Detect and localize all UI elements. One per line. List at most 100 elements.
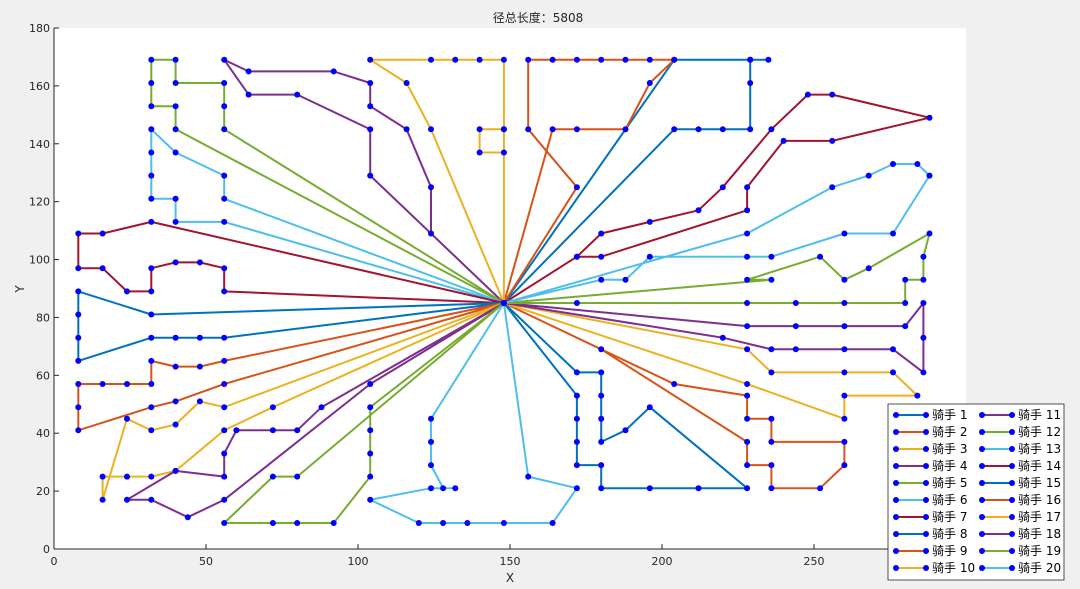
route-point xyxy=(598,56,605,63)
legend-marker xyxy=(893,565,899,571)
route-point xyxy=(719,126,726,133)
legend-item: 骑手 16 xyxy=(979,493,1061,507)
route-point xyxy=(768,126,775,133)
legend-label: 骑手 8 xyxy=(932,527,967,541)
x-tick-label: 200 xyxy=(652,555,673,568)
legend-label: 骑手 6 xyxy=(932,493,967,507)
route-point xyxy=(75,404,82,411)
route-point xyxy=(196,259,203,266)
route-point xyxy=(744,346,751,353)
route-point xyxy=(744,415,751,422)
legend-marker xyxy=(1009,412,1015,418)
legend-marker xyxy=(1009,531,1015,537)
route-point xyxy=(549,520,556,526)
route-point xyxy=(428,56,434,63)
route-point xyxy=(172,363,179,370)
route-point xyxy=(294,520,301,526)
route-point xyxy=(747,56,754,63)
route-point xyxy=(269,404,276,411)
route-point xyxy=(367,126,374,133)
route-point xyxy=(817,253,824,260)
route-line-19 xyxy=(503,232,931,304)
route-point xyxy=(890,230,896,237)
route-point xyxy=(890,161,896,167)
route-point xyxy=(598,276,605,283)
route-lines xyxy=(75,56,933,526)
legend-marker xyxy=(979,497,985,503)
route-point xyxy=(598,415,605,422)
route-point xyxy=(768,276,775,283)
route-point xyxy=(99,381,106,387)
route-point xyxy=(744,253,751,260)
route-point xyxy=(148,172,155,179)
route-point xyxy=(221,404,228,411)
x-tick-label: 250 xyxy=(804,555,825,568)
legend-item: 骑手 19 xyxy=(979,544,1061,558)
route-point xyxy=(221,218,228,225)
route-point xyxy=(573,485,580,492)
route-point xyxy=(233,427,240,434)
route-point xyxy=(172,80,179,86)
legend-item: 骑手 12 xyxy=(979,425,1061,439)
route-point xyxy=(148,357,155,364)
y-axis-label: Y xyxy=(13,285,27,294)
legend: 骑手 1 骑手 2 骑手 3 骑手 4 骑手 5 骑手 6 骑手 7 骑手 8 骑手 9 骑手 1… xyxy=(887,403,1065,581)
route-point xyxy=(768,415,775,422)
legend-label: 骑手 16 xyxy=(1018,493,1061,507)
legend-marker xyxy=(893,446,899,452)
route-point xyxy=(744,184,751,191)
route-point xyxy=(829,184,836,191)
legend-marker xyxy=(1009,480,1015,486)
route-point xyxy=(926,114,933,121)
route-point xyxy=(172,259,179,266)
route-point xyxy=(744,462,751,469)
route-point xyxy=(926,172,933,179)
route-point xyxy=(525,473,532,480)
route-point xyxy=(172,126,179,133)
route-point xyxy=(221,334,228,341)
route-series-20 xyxy=(500,161,933,306)
route-point xyxy=(221,265,228,272)
route-point xyxy=(500,149,507,156)
route-point xyxy=(148,288,155,295)
route-point xyxy=(695,485,702,492)
route-point xyxy=(367,496,374,503)
route-point xyxy=(841,276,848,283)
route-point xyxy=(403,80,410,86)
route-point xyxy=(817,485,824,492)
route-point xyxy=(719,184,726,191)
legend-label: 骑手 17 xyxy=(1018,510,1061,524)
route-point xyxy=(573,369,580,376)
legend-marker xyxy=(979,480,985,486)
route-line-13 xyxy=(369,302,578,524)
route-point xyxy=(269,427,276,434)
route-point xyxy=(75,357,82,364)
route-point xyxy=(768,369,775,376)
route-point xyxy=(744,392,751,399)
route-point xyxy=(367,80,374,86)
legend-marker xyxy=(923,497,929,503)
route-point xyxy=(221,56,228,63)
route-point xyxy=(671,381,678,387)
route-point xyxy=(172,218,179,225)
route-point xyxy=(294,473,301,480)
route-point xyxy=(221,357,228,364)
y-tick-label: 120 xyxy=(29,196,50,209)
route-point xyxy=(920,334,927,341)
route-point xyxy=(500,520,507,526)
route-point xyxy=(148,334,155,341)
route-point xyxy=(768,253,775,260)
route-point xyxy=(415,520,422,526)
route-point xyxy=(920,253,927,260)
legend-marker xyxy=(979,429,985,435)
route-point xyxy=(829,137,836,144)
route-point xyxy=(744,300,751,306)
route-point xyxy=(671,56,678,63)
route-point xyxy=(172,103,179,110)
route-point xyxy=(768,346,775,353)
route-point xyxy=(452,56,459,63)
route-point xyxy=(99,265,106,272)
route-point xyxy=(744,438,751,445)
legend-marker xyxy=(979,548,985,554)
route-point xyxy=(124,381,130,387)
